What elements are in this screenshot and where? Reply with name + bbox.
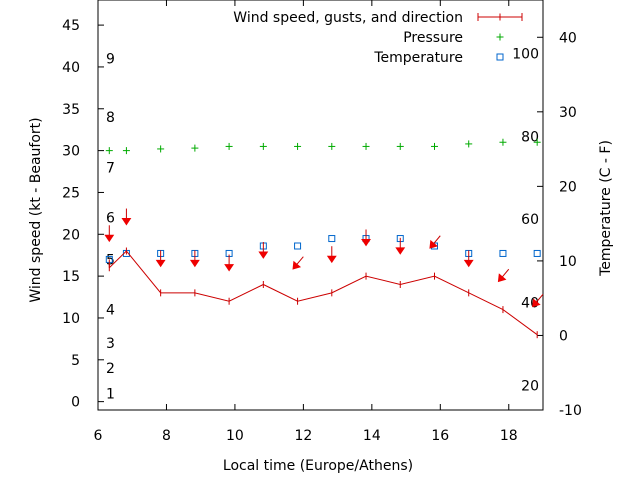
- fahrenheit-label: 20: [521, 378, 539, 394]
- x-tick-label: 12: [294, 428, 312, 444]
- wind-arrow: [497, 268, 510, 283]
- y-tick-label: 20: [62, 227, 80, 243]
- pressure-point: [328, 142, 336, 150]
- y2-tick-label: 20: [559, 179, 577, 195]
- y2-axis-label: Temperature (C - F): [598, 140, 614, 277]
- y-axis-label: Wind speed (kt - Beaufort): [28, 117, 44, 302]
- x-tick-label: 14: [363, 428, 381, 444]
- beaufort-label: 7: [106, 160, 115, 176]
- pressure-point: [225, 142, 233, 150]
- wind-arrow: [326, 246, 337, 264]
- x-tick-label: 8: [162, 428, 171, 444]
- temperature-point: [499, 249, 507, 257]
- pressure-point: [465, 140, 473, 148]
- pressure-point: [362, 142, 370, 150]
- y2-tick-label: 40: [559, 30, 577, 46]
- y2-tick-label: -10: [559, 403, 582, 419]
- y-tick-label: 5: [71, 353, 80, 369]
- y-tick-label: 10: [62, 311, 80, 327]
- series-layer: [104, 138, 544, 339]
- legend-swatch: [496, 53, 504, 61]
- axes-layer: 6 8 10 12 14 16 18051015202530354045-100102030…: [62, 0, 582, 444]
- beaufort-label: 1: [106, 386, 115, 402]
- wind-arrow: [121, 208, 132, 226]
- temperature-point: [328, 235, 336, 243]
- wind-arrow: [395, 237, 406, 255]
- beaufort-label: 9: [106, 52, 115, 68]
- fahrenheit-label: 60: [521, 212, 539, 228]
- fahrenheit-label: 100: [512, 47, 539, 63]
- beaufort-label: 3: [106, 336, 115, 352]
- wind-arrow: [532, 294, 544, 308]
- pressure-point: [396, 142, 404, 150]
- x-tick-label: 10: [226, 428, 244, 444]
- plot-frame: [97, 0, 544, 411]
- y-tick-label: 30: [62, 144, 80, 160]
- pressure-point: [157, 145, 165, 153]
- wind-arrow: [361, 229, 371, 247]
- wind-arrow: [429, 235, 441, 249]
- pressure-point: [191, 144, 199, 152]
- y-tick-label: 15: [62, 269, 80, 285]
- wind-arrow: [292, 256, 304, 270]
- y-tick-label: 25: [62, 185, 80, 201]
- x-axis-label: Local time (Europe/Athens): [223, 458, 413, 474]
- wind-arrow: [104, 225, 115, 243]
- wind-arrow: [224, 254, 235, 272]
- y2-tick-label: 0: [559, 328, 568, 344]
- wind-arrow: [155, 250, 166, 268]
- pressure-point: [122, 147, 130, 155]
- legend-label: Wind speed, gusts, and direction: [233, 10, 463, 26]
- pressure-point: [259, 142, 267, 150]
- y-tick-label: 45: [62, 18, 80, 34]
- beaufort-labels: 1 2 3 4 5 6 7 8 9: [106, 52, 115, 403]
- wind-arrow: [189, 250, 200, 268]
- wind-arrow: [258, 242, 269, 259]
- y-tick-label: 35: [62, 102, 80, 118]
- y2-tick-label: 10: [559, 254, 577, 270]
- temperature-point: [294, 242, 302, 250]
- y-tick-label: 0: [71, 395, 80, 411]
- legend-label: Temperature: [373, 50, 463, 66]
- y2-tick-label: 30: [559, 105, 577, 121]
- y-tick-label: 40: [62, 60, 80, 76]
- legend: Wind speed, gusts, and direction Pressure…: [233, 10, 523, 66]
- wind-line: [108, 250, 538, 336]
- beaufort-label: 4: [106, 303, 115, 319]
- fahrenheit-label: 40: [521, 296, 539, 312]
- temperature-point: [533, 249, 541, 257]
- beaufort-label: 8: [106, 110, 115, 126]
- x-tick-label: 16: [431, 428, 449, 444]
- pressure-point: [105, 147, 113, 155]
- beaufort-label: 6: [106, 211, 115, 227]
- x-tick-label: 6: [94, 428, 103, 444]
- pressure-point: [533, 138, 541, 146]
- beaufort-label: 5: [106, 252, 115, 268]
- x-tick-label: 18: [500, 428, 518, 444]
- pressure-point: [430, 142, 438, 150]
- legend-label: Pressure: [403, 30, 463, 46]
- fahrenheit-labels: 20 40 60 80 100: [512, 47, 539, 395]
- wind-arrow: [463, 250, 474, 268]
- fahrenheit-label: 80: [521, 129, 539, 145]
- beaufort-label: 2: [106, 361, 115, 377]
- pressure-point: [499, 138, 507, 146]
- pressure-point: [294, 142, 302, 150]
